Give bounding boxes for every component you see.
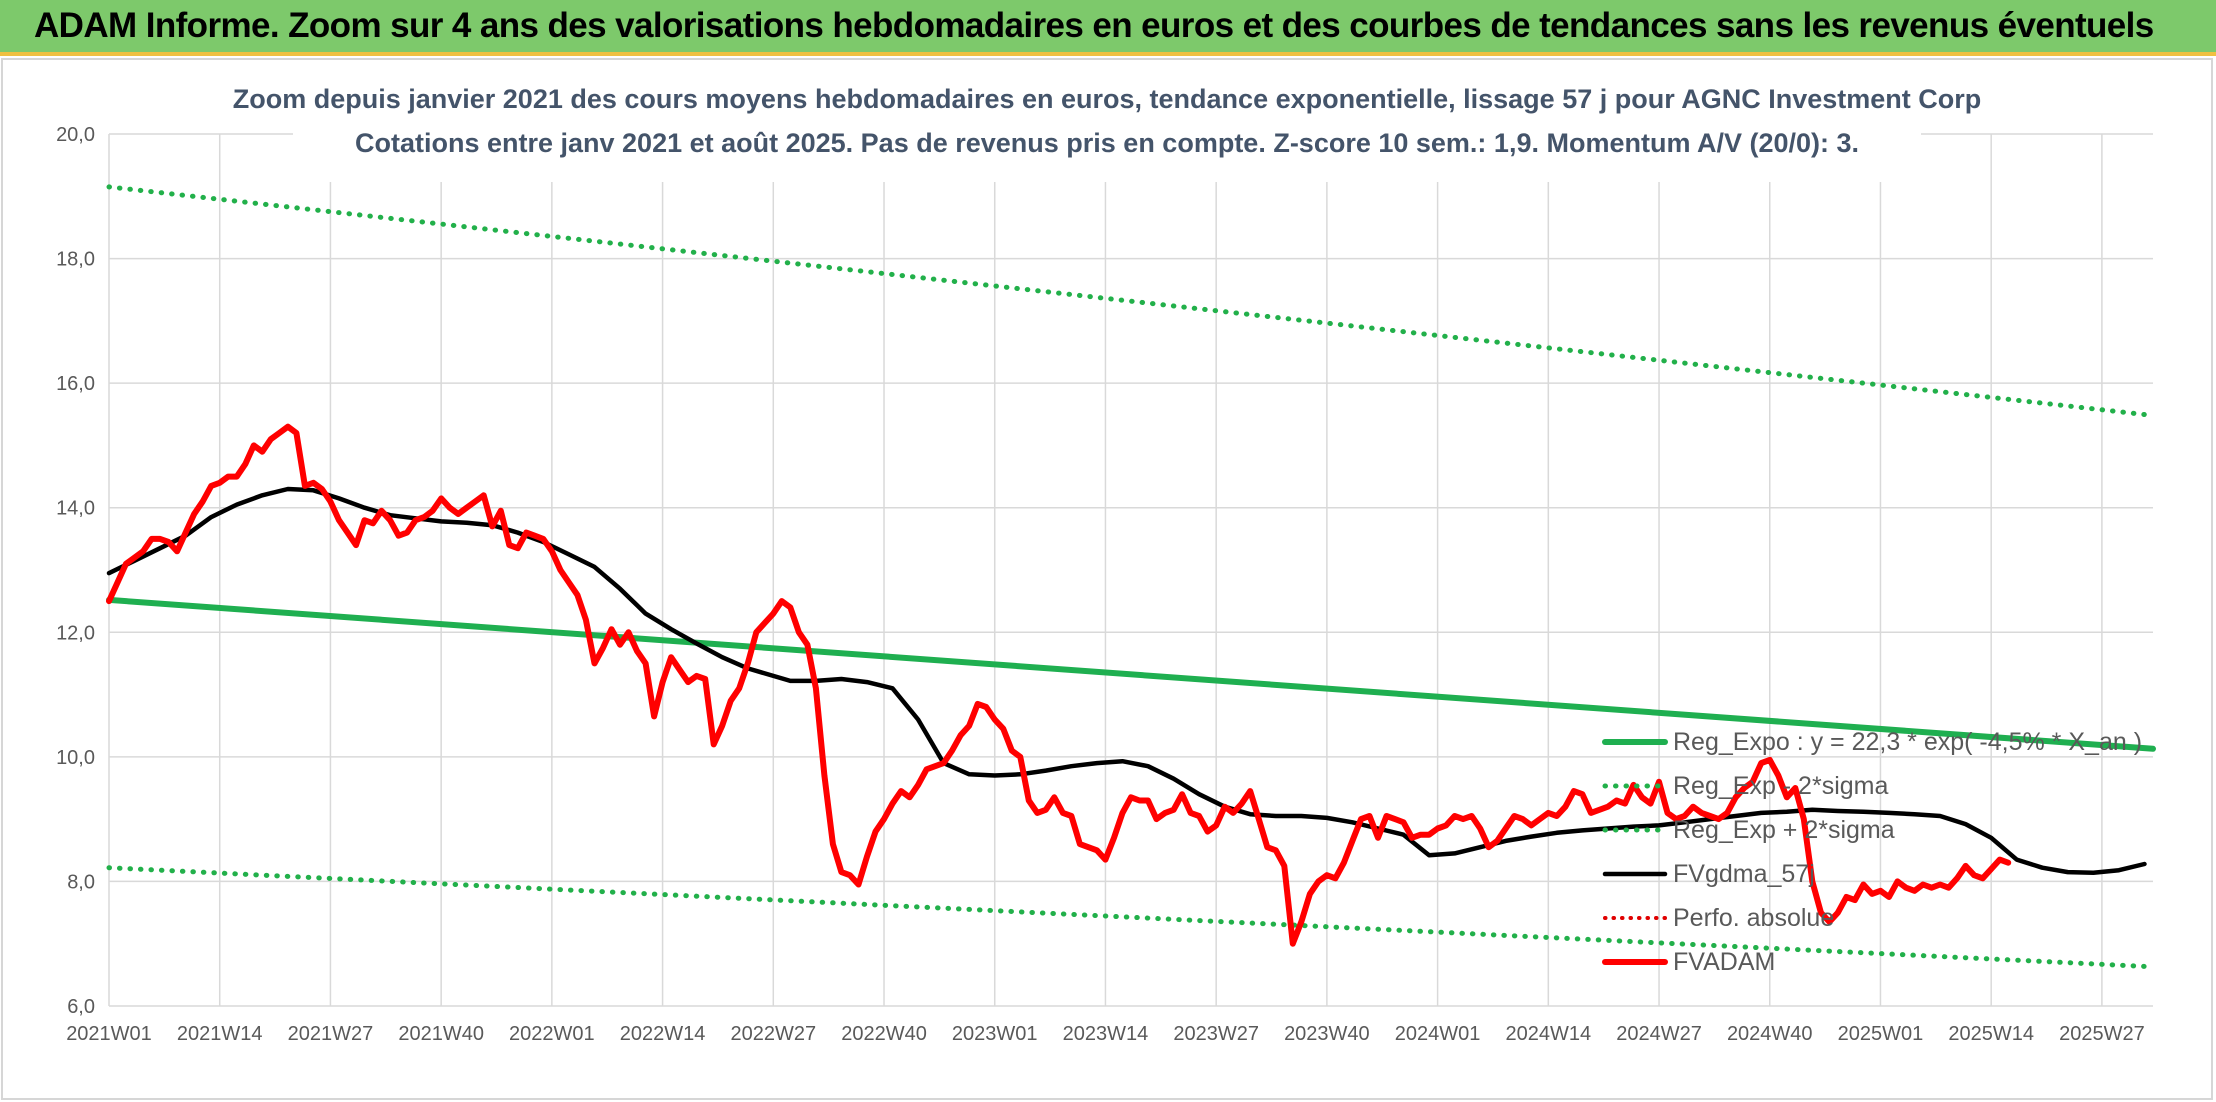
legend-label: Reg_Exp + 2*sigma (1673, 816, 1895, 844)
y-tick-label: 14,0 (56, 498, 95, 520)
y-tick-label: 10,0 (56, 747, 95, 769)
x-tick-label: 2021W40 (398, 1023, 484, 1045)
y-tick-label: 20,0 (56, 124, 95, 146)
report-title: ADAM Informe. Zoom sur 4 ans des valoris… (34, 6, 2154, 45)
y-tick-label: 18,0 (56, 249, 95, 271)
legend-label: Perfo. absolue (1673, 904, 1834, 932)
legend-label: Reg_Exp - 2*sigma (1673, 772, 1888, 800)
legend-label: FVADAM (1673, 948, 1775, 976)
y-tick-label: 16,0 (56, 373, 95, 395)
x-tick-label: 2024W40 (1727, 1023, 1813, 1045)
y-tick-label: 8,0 (67, 871, 95, 893)
chart-title-line: Zoom depuis janvier 2021 des cours moyen… (233, 84, 1982, 114)
x-tick-label: 2022W01 (509, 1023, 595, 1045)
chart-title-bg (293, 62, 1921, 182)
x-tick-label: 2025W27 (2059, 1023, 2145, 1045)
lower-band-line (106, 865, 2156, 970)
x-tick-label: 2024W01 (1395, 1023, 1481, 1045)
legend-label: FVgdma_57j (1673, 860, 1815, 888)
x-tick-label: 2023W14 (1063, 1023, 1149, 1045)
legend-label: Reg_Expo : y = 22,3 * exp( -4,5% * X_an … (1673, 728, 2142, 756)
chart-title-line: Cotations entre janv 2021 et août 2025. … (355, 128, 1859, 158)
report-banner: ADAM Informe. Zoom sur 4 ans des valoris… (0, 0, 2216, 56)
x-tick-label: 2025W14 (1948, 1023, 2034, 1045)
trend-line (106, 596, 2156, 752)
x-tick-label: 2023W40 (1284, 1023, 1370, 1045)
x-tick-label: 2022W14 (620, 1023, 706, 1045)
x-tick-label: 2021W01 (66, 1023, 152, 1045)
upper-band-line (106, 184, 2156, 418)
y-tick-label: 12,0 (56, 622, 95, 644)
chart-frame: 6,0 8,0 10,0 12,0 14,0 16,0 18,0 20,0 2021W01 202… (1, 58, 2213, 1100)
x-tick-label: 2024W27 (1616, 1023, 1702, 1045)
x-tick-label: 2022W40 (841, 1023, 927, 1045)
x-tick-label: 2021W14 (177, 1023, 263, 1045)
chart: 6,0 8,0 10,0 12,0 14,0 16,0 18,0 20,0 2021W01 202… (56, 62, 2156, 1045)
price-line (106, 423, 2012, 947)
x-tick-label: 2024W14 (1506, 1023, 1592, 1045)
x-tick-label: 2023W27 (1173, 1023, 1259, 1045)
x-tick-label: 2025W01 (1838, 1023, 1924, 1045)
y-tick-label: 6,0 (67, 996, 95, 1018)
x-tick-label: 2023W01 (952, 1023, 1038, 1045)
x-tick-label: 2021W27 (288, 1023, 374, 1045)
x-tick-label: 2022W27 (730, 1023, 816, 1045)
